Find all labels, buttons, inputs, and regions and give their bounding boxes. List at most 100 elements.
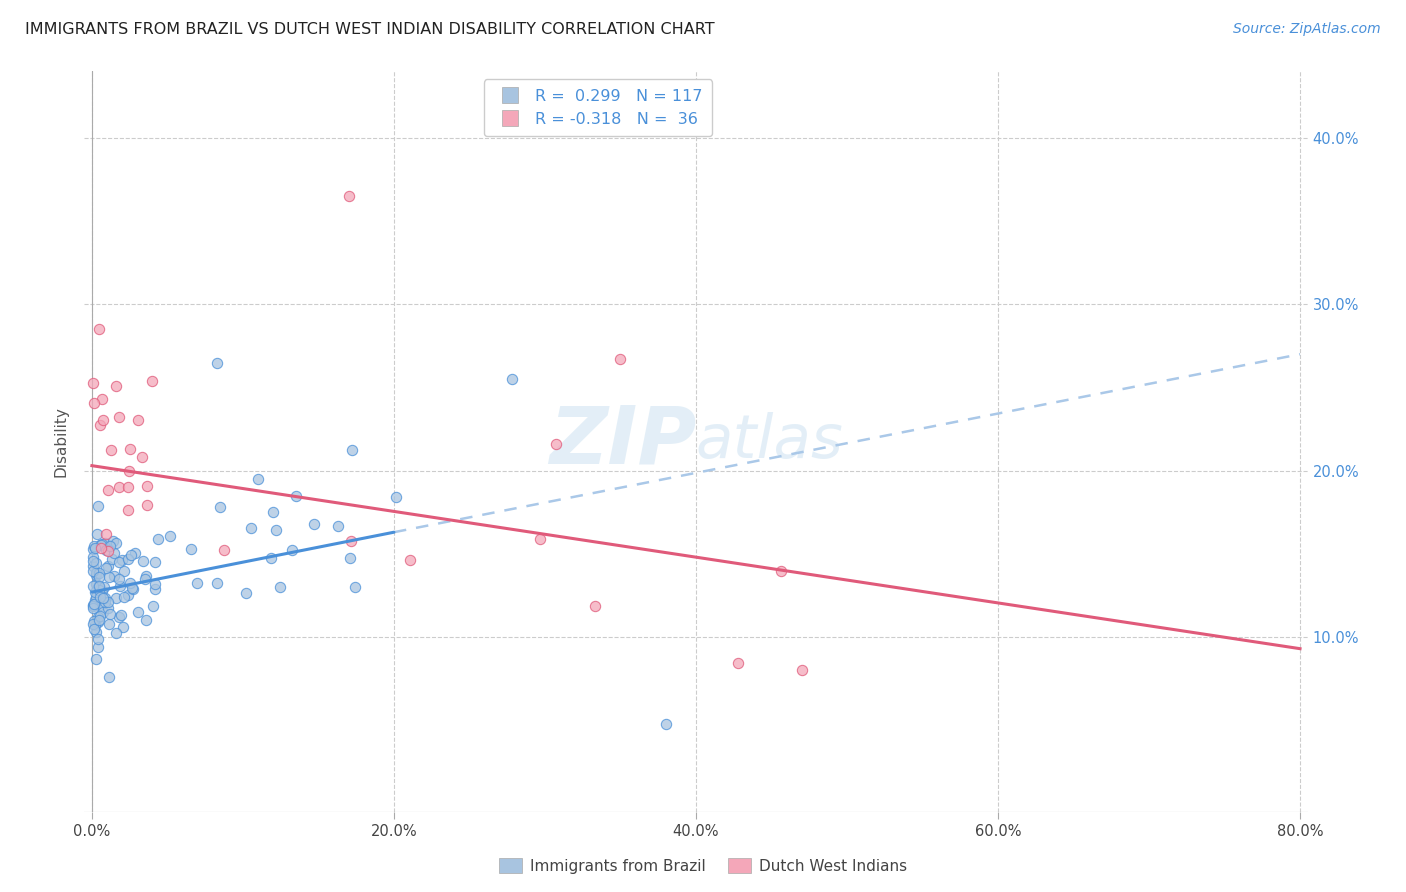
Point — [83, 622, 105, 636]
Point — [108, 479, 131, 493]
Point — [96, 560, 118, 574]
Point — [89, 608, 111, 623]
Point — [104, 591, 127, 605]
Point — [117, 552, 139, 566]
Point — [121, 582, 143, 596]
Point — [145, 582, 167, 597]
Point — [87, 632, 110, 646]
Point — [97, 570, 120, 584]
Point — [399, 553, 422, 567]
Point — [87, 583, 110, 598]
Point — [655, 716, 678, 731]
Point — [180, 541, 202, 556]
Point — [91, 413, 114, 427]
Point — [343, 580, 366, 594]
Point — [98, 617, 121, 632]
Point — [84, 584, 107, 599]
Point — [107, 555, 129, 569]
Point — [83, 396, 105, 410]
Point — [135, 479, 157, 493]
Point — [94, 542, 117, 557]
Point — [135, 613, 157, 627]
Point — [97, 559, 120, 574]
Point — [127, 606, 149, 620]
Text: atlas: atlas — [696, 412, 844, 471]
Point — [93, 591, 115, 605]
Point — [91, 605, 114, 619]
Point — [247, 472, 270, 486]
Point — [186, 575, 208, 590]
Point — [104, 379, 127, 393]
Point — [83, 597, 105, 611]
Point — [110, 608, 132, 623]
Point — [87, 581, 110, 595]
Point — [86, 527, 108, 541]
Point — [104, 536, 127, 550]
Y-axis label: Disability: Disability — [53, 406, 69, 477]
Point — [790, 663, 813, 677]
Point — [84, 577, 107, 591]
Point — [89, 598, 111, 612]
Point — [93, 580, 115, 594]
Point — [284, 489, 307, 503]
Text: IMMIGRANTS FROM BRAZIL VS DUTCH WEST INDIAN DISABILITY CORRELATION CHART: IMMIGRANTS FROM BRAZIL VS DUTCH WEST IND… — [25, 22, 714, 37]
Point — [385, 491, 408, 505]
Point — [142, 599, 165, 613]
Point — [82, 564, 104, 578]
Point — [134, 572, 156, 586]
Point — [97, 483, 120, 498]
Point — [94, 591, 117, 606]
Point — [235, 585, 257, 599]
Point — [124, 546, 146, 560]
Point — [82, 601, 104, 615]
Legend: Immigrants from Brazil, Dutch West Indians: Immigrants from Brazil, Dutch West India… — [494, 852, 912, 880]
Point — [100, 552, 122, 566]
Point — [87, 640, 110, 654]
Point — [87, 613, 110, 627]
Point — [89, 569, 111, 583]
Point — [82, 559, 104, 574]
Point — [82, 542, 104, 557]
Point — [337, 189, 360, 203]
Point — [135, 568, 157, 582]
Point — [264, 523, 287, 537]
Point — [82, 598, 104, 612]
Point — [82, 599, 104, 613]
Point — [111, 619, 134, 633]
Point — [727, 656, 749, 670]
Point — [103, 546, 125, 560]
Point — [98, 540, 121, 554]
Point — [609, 352, 631, 367]
Point — [205, 575, 228, 590]
Point — [112, 564, 135, 578]
Point — [90, 541, 112, 555]
Point — [84, 566, 107, 580]
Point — [97, 544, 120, 558]
Point — [100, 442, 122, 457]
Point — [340, 534, 363, 549]
Point — [83, 617, 105, 632]
Point — [87, 615, 110, 630]
Point — [104, 626, 127, 640]
Point — [83, 614, 105, 628]
Point — [94, 535, 117, 549]
Point — [108, 579, 131, 593]
Point — [84, 590, 107, 604]
Point — [143, 577, 166, 591]
Point — [84, 625, 107, 640]
Point — [340, 442, 363, 457]
Text: ZIP: ZIP — [548, 402, 696, 481]
Point — [107, 572, 129, 586]
Point — [127, 413, 149, 427]
Point — [90, 538, 112, 552]
Point — [143, 555, 166, 569]
Point — [83, 539, 105, 553]
Point — [131, 450, 153, 465]
Point — [108, 610, 131, 624]
Point — [91, 583, 114, 598]
Point — [98, 607, 121, 622]
Point — [141, 375, 163, 389]
Point — [121, 582, 143, 597]
Point — [94, 594, 117, 608]
Point — [83, 541, 105, 556]
